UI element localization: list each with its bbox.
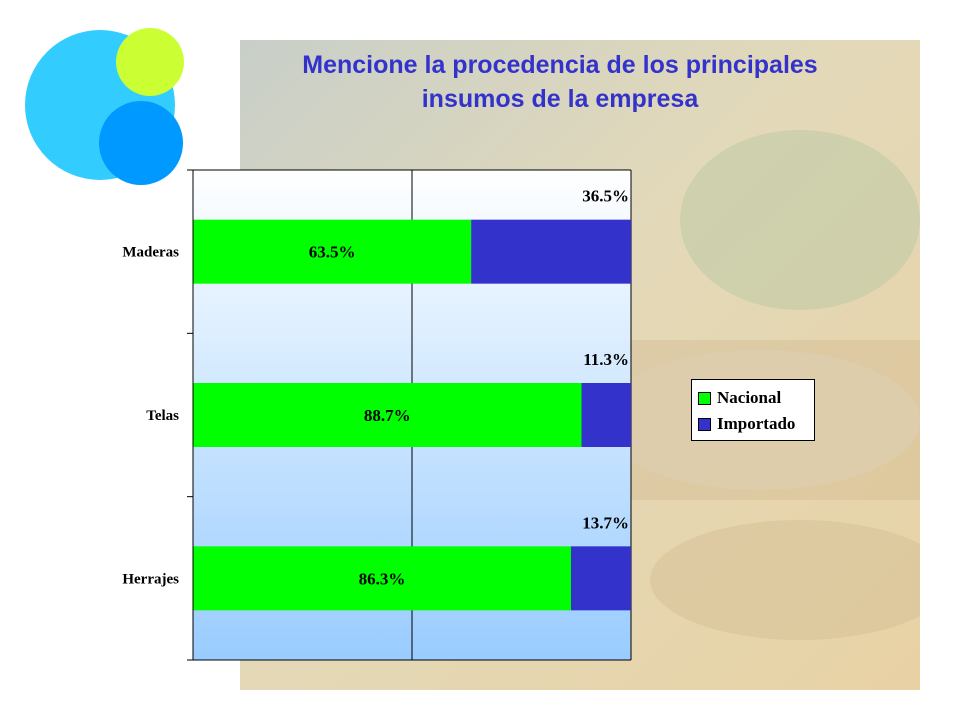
bar-maderas-importado xyxy=(471,219,631,284)
legend: Nacional Importado xyxy=(691,379,815,441)
data-label-herrajes-nacional: 86.3% xyxy=(359,569,406,588)
data-label-telas-importado: 11.3% xyxy=(583,350,629,369)
data-label-maderas-nacional: 63.5% xyxy=(309,243,356,262)
legend-swatch-nacional xyxy=(698,391,711,405)
slide-title-line-2: insumos de la empresa xyxy=(421,85,699,113)
data-label-telas-nacional: 88.7% xyxy=(364,406,411,425)
bar-telas-importado xyxy=(581,383,631,447)
data-label-maderas-importado: 36.5% xyxy=(582,187,629,206)
slide-title: Mencione la procedencia de los principal… xyxy=(190,48,930,116)
category-label-herrajes: Herrajes xyxy=(122,571,179,587)
data-label-herrajes-importado: 13.7% xyxy=(582,513,629,532)
legend-item-nacional: Nacional xyxy=(698,385,808,411)
slide-title-line-1: Mencione la procedencia de los principal… xyxy=(302,51,818,79)
bar-herrajes-nacional xyxy=(193,546,571,611)
category-label-maderas: Maderas xyxy=(122,245,179,261)
legend-item-importado: Importado xyxy=(698,411,808,437)
decorative-bubbles xyxy=(25,28,184,185)
category-label-telas: Telas xyxy=(146,408,179,424)
legend-label-importado: Importado xyxy=(717,414,796,433)
bar-herrajes-importado xyxy=(570,546,631,611)
bar-maderas-nacional xyxy=(193,219,472,284)
legend-swatch-importado xyxy=(698,417,711,431)
bar-telas-nacional xyxy=(193,383,582,447)
legend-label-nacional: Nacional xyxy=(717,388,782,407)
